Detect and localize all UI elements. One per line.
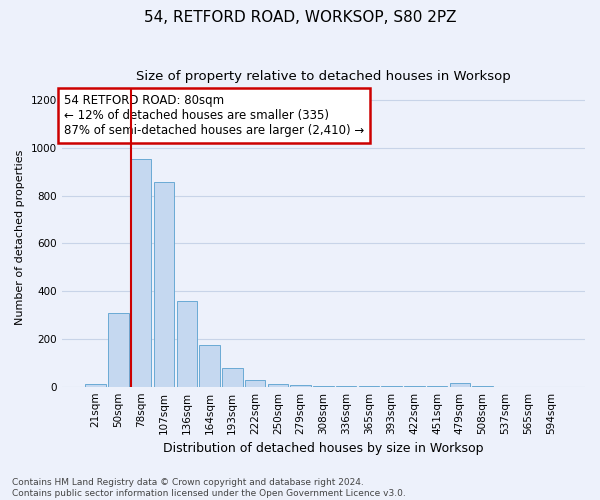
Text: Contains HM Land Registry data © Crown copyright and database right 2024.
Contai: Contains HM Land Registry data © Crown c… [12, 478, 406, 498]
Bar [222, 368, 242, 386]
Bar [131, 158, 151, 386]
Bar [108, 312, 129, 386]
Text: 54 RETFORD ROAD: 80sqm
← 12% of detached houses are smaller (335)
87% of semi-de: 54 RETFORD ROAD: 80sqm ← 12% of detached… [64, 94, 365, 138]
Bar [176, 301, 197, 386]
Bar [154, 182, 174, 386]
Title: Size of property relative to detached houses in Worksop: Size of property relative to detached ho… [136, 70, 511, 83]
Bar [85, 384, 106, 386]
Bar [245, 380, 265, 386]
Y-axis label: Number of detached properties: Number of detached properties [15, 150, 25, 325]
Bar [199, 345, 220, 387]
X-axis label: Distribution of detached houses by size in Worksop: Distribution of detached houses by size … [163, 442, 484, 455]
Bar [268, 384, 288, 386]
Text: 54, RETFORD ROAD, WORKSOP, S80 2PZ: 54, RETFORD ROAD, WORKSOP, S80 2PZ [144, 10, 456, 25]
Bar [449, 383, 470, 386]
